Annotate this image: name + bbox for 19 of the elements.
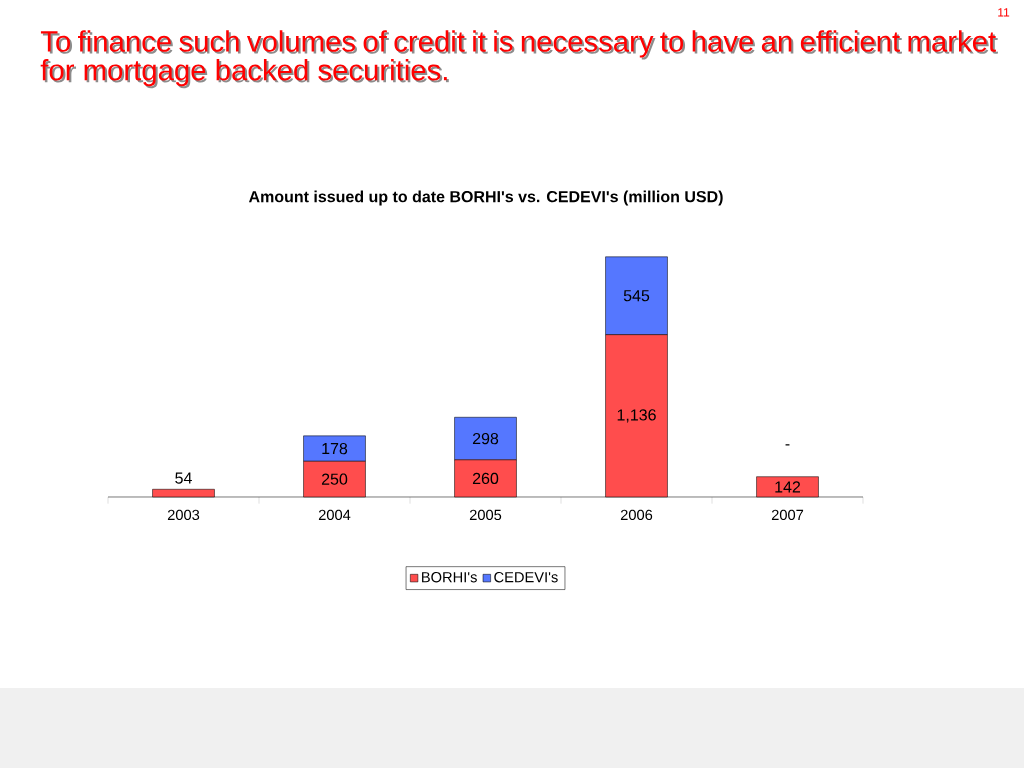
legend-label: BORHI's xyxy=(422,572,477,583)
x-tick-label: 2003 xyxy=(167,509,200,521)
data-label: 250 xyxy=(321,473,348,485)
chart-title: To finance such volumes of credit it is necessary to have an efficient market for mortgage backed securities. xyxy=(40,30,996,87)
chart-subtitle: Amount issued up to date BORHI's vs. CEDEVI's (million USD) xyxy=(248,190,723,206)
data-label: 142 xyxy=(775,481,801,493)
x-tick-label: 2006 xyxy=(620,509,653,521)
data-label: 545 xyxy=(623,290,650,302)
text: 11 xyxy=(998,8,1010,17)
data-label: 178 xyxy=(322,442,348,455)
legend-label: CEDEVI's xyxy=(494,572,558,583)
x-tick-label: 2004 xyxy=(318,509,351,521)
x-tick-label: 2005 xyxy=(469,509,502,521)
data-label: 1,136 xyxy=(617,409,656,423)
data-label: 54 xyxy=(175,472,192,484)
data-label: 298 xyxy=(472,432,499,445)
data-label: - xyxy=(785,444,790,446)
x-tick-label: 2007 xyxy=(771,509,804,521)
data-label: 260 xyxy=(472,472,499,485)
